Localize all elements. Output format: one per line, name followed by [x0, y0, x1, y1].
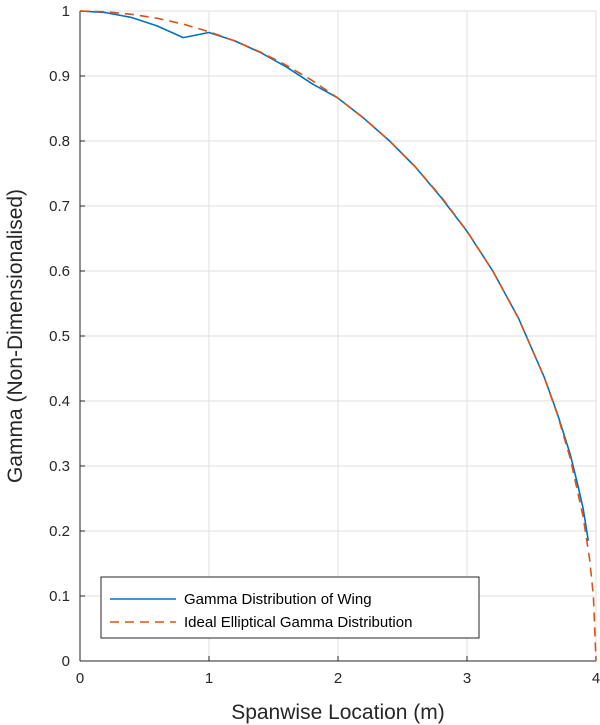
- tick-labels: 0 1 2 3 4 0 0.1 0.2 0.3 0.4 0.5 0.6 0.7 0.8 0.9 1: [49, 3, 600, 687]
- y-tick-label: 0.6: [49, 263, 70, 280]
- y-tick-label: 0.8: [49, 133, 70, 150]
- y-tick-label: 0.1: [49, 588, 70, 605]
- series-layer: [79, 10, 597, 662]
- y-axis-title: Gamma (Non-Dimensionalised): [4, 189, 27, 483]
- series-line-gamma-distribution: [79, 10, 590, 541]
- y-tick-label: 0.5: [49, 328, 70, 345]
- legend-label-gamma-distribution: Gamma Distribution of Wing: [184, 591, 372, 608]
- y-tick-label: 0: [62, 653, 70, 670]
- y-tick-label: 0.9: [49, 68, 70, 85]
- grid: [79, 10, 597, 662]
- x-tick-label: 0: [76, 670, 84, 687]
- legend-label-ideal-elliptical: Ideal Elliptical Gamma Distribution: [184, 614, 412, 631]
- legend: Gamma Distribution of Wing Ideal Ellipti…: [100, 576, 480, 639]
- y-tick-label: 1: [62, 3, 70, 20]
- y-tick-label: 0.4: [49, 393, 70, 410]
- x-tick-label: 4: [592, 670, 600, 687]
- axes: [79, 10, 597, 662]
- y-tick-label: 0.3: [49, 458, 70, 475]
- y-tick-label: 0.7: [49, 198, 70, 215]
- y-tick-label: 0.2: [49, 523, 70, 540]
- x-tick-label: 2: [334, 670, 342, 687]
- legend-box: [100, 576, 480, 639]
- series-line-ideal-elliptical: [79, 10, 597, 662]
- x-axis-title: Spanwise Location (m): [231, 701, 445, 724]
- x-tick-label: 1: [205, 670, 213, 687]
- x-tick-label: 3: [463, 670, 471, 687]
